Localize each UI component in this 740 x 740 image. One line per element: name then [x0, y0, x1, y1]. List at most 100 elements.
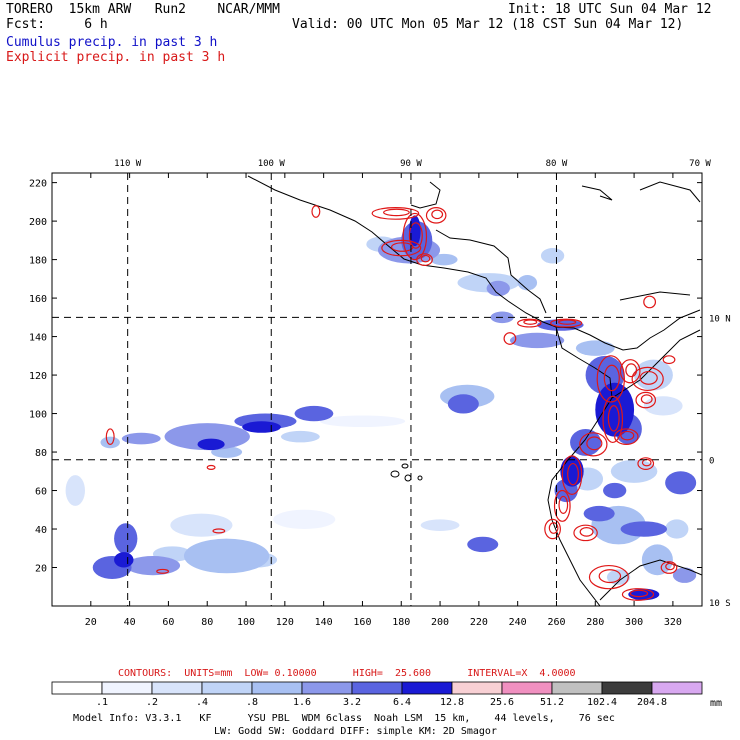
cumulus-cell-52: [242, 421, 281, 433]
cumulus-cell-55: [560, 455, 584, 487]
colorbar-swatch-9: [501, 681, 553, 695]
colorbar-swatch-12: [651, 681, 703, 695]
explicit-contour-11: [631, 366, 664, 392]
explicit-contour-8: [550, 318, 583, 328]
colorbar-level-6: 6.4: [393, 697, 411, 708]
cumulus-cell-48: [583, 505, 615, 522]
y-tick-label-4: 100: [29, 410, 47, 421]
cumulus-cell-46: [665, 471, 697, 495]
colorbar-level-11: 204.8: [637, 697, 667, 708]
explicit-contour-9: [596, 355, 625, 403]
cumulus-cell-32: [509, 332, 565, 349]
explicit-contour-23: [637, 457, 655, 470]
cumulus-cell-37: [294, 405, 334, 422]
cumulus-cell-28: [164, 423, 250, 451]
init-time: Init: 18 UTC Sun 04 Mar 12: [508, 2, 712, 17]
explicit-contour-21: [621, 588, 655, 601]
explicit-contour-inner-0: [408, 222, 423, 249]
lat-label-2: 10 S: [709, 599, 731, 609]
colorbar-level-2: .4: [196, 697, 208, 708]
explicit-label: Explicit precip. in past 3 h: [6, 50, 226, 65]
cumulus-cell-8: [280, 430, 320, 443]
x-tick-label-2: 60: [162, 617, 174, 628]
explicit-contour-inner-11: [639, 370, 658, 385]
cumulus-cell-51: [197, 438, 225, 451]
y-tick-label-2: 60: [35, 487, 47, 498]
cumulus-cell-22: [517, 274, 538, 291]
lat-label-1: 0: [709, 457, 714, 467]
lon-label-0: 110 W: [114, 159, 142, 169]
explicit-contour-13: [602, 395, 624, 444]
model-title: TORERO 15km ARW Run2 NCAR/MMM: [6, 2, 280, 17]
explicit-contour-26: [206, 464, 216, 470]
explicit-contour-7: [517, 318, 542, 328]
explicit-contour-2: [371, 207, 420, 220]
y-tick-label-3: 80: [35, 448, 47, 459]
explicit-contour-24: [662, 355, 676, 365]
cumulus-cell-1: [319, 415, 406, 428]
cumulus-cell-50: [114, 552, 134, 568]
explicit-contour-3: [425, 207, 447, 224]
map-frame: [51, 172, 703, 607]
x-tick-label-5: 120: [276, 617, 294, 628]
explicit-contour-inner-14: [586, 436, 603, 451]
y-tick-label-5: 120: [29, 371, 47, 382]
cumulus-cell-30: [486, 280, 510, 297]
explicit-contour-inner-7: [523, 319, 538, 325]
explicit-contour-6: [503, 332, 517, 345]
y-tick-label-0: 20: [35, 564, 47, 575]
x-tick-label-8: 180: [392, 617, 410, 628]
explicit-contour-19: [573, 524, 598, 542]
lon-label-4: 70 W: [689, 159, 711, 169]
x-tick-label-11: 240: [509, 617, 527, 628]
y-tick-label-6: 140: [29, 333, 47, 344]
explicit-contour-15: [614, 428, 639, 445]
colorbar: .1 .2 .4 .8 1.6 3.2 6.4 12.8 25.6 51.2 102.4 204.8: [51, 681, 703, 708]
explicit-contour-inner-18: [548, 522, 559, 534]
colorbar-level-4: 1.6: [293, 697, 311, 708]
physics-info: LW: Godd SW: Goddard DIFF: simple KM: 2D…: [214, 726, 497, 737]
explicit-contour-inner-21: [629, 589, 649, 598]
x-tick-label-4: 100: [237, 617, 255, 628]
contours-note: CONTOURS: UNITS=mm LOW= 0.10000 HIGH= 25…: [118, 668, 576, 679]
x-tick-label-15: 320: [664, 617, 682, 628]
explicit-contour-14: [579, 432, 608, 457]
colorbar-unit: mm: [710, 698, 722, 709]
explicit-contour-17: [553, 489, 571, 522]
cumulus-cell-25: [641, 544, 673, 576]
y-tick-label-1: 40: [35, 525, 47, 536]
explicit-contour-18: [544, 518, 561, 540]
x-tick-label-10: 220: [470, 617, 488, 628]
explicit-contour-1: [381, 239, 422, 257]
explicit-contour-inner-15: [620, 430, 635, 441]
coastline: [247, 175, 702, 606]
colorbar-swatch-8: [451, 681, 503, 695]
explicit-contour-0: [402, 212, 428, 261]
x-tick-label-7: 160: [353, 617, 371, 628]
explicit-contour-inner-19: [579, 527, 594, 537]
cumulus-cell-5: [643, 396, 683, 416]
x-tick-label-13: 280: [586, 617, 604, 628]
colorbar-swatch-2: [151, 681, 203, 695]
valid-time: Valid: 00 UTC Mon 05 Mar 12 (18 CST Sun …: [292, 17, 684, 32]
explicit-contour-inner-1: [390, 242, 414, 252]
explicit-contour-inner-3: [431, 209, 444, 220]
cumulus-cell-4: [420, 519, 460, 531]
cumulus-cell-0: [273, 509, 336, 530]
cumulus-cell-27: [121, 432, 161, 445]
colorbar-swatch-5: [301, 681, 353, 695]
cumulus-cell-35: [114, 523, 138, 555]
cumulus-cell-17: [183, 538, 270, 574]
forecast-hour: Fcst: 6 h: [6, 17, 108, 32]
y-tick-label-7: 160: [29, 294, 47, 305]
axes: 20 40 60 80 100 120 140 160 180 200 220 240 260 280 30…: [29, 159, 731, 628]
explicit-contour-inner-17: [558, 495, 569, 514]
cumulus-cell-23: [575, 340, 615, 356]
y-tick-label-8: 180: [29, 256, 47, 267]
x-tick-label-6: 140: [315, 617, 333, 628]
cumulus-cell-3: [65, 475, 85, 506]
explicit-contour-22: [660, 561, 678, 574]
cumulus-cell-2: [170, 513, 233, 537]
cumulus-cell-39: [467, 536, 499, 553]
colorbar-level-8: 25.6: [490, 697, 514, 708]
